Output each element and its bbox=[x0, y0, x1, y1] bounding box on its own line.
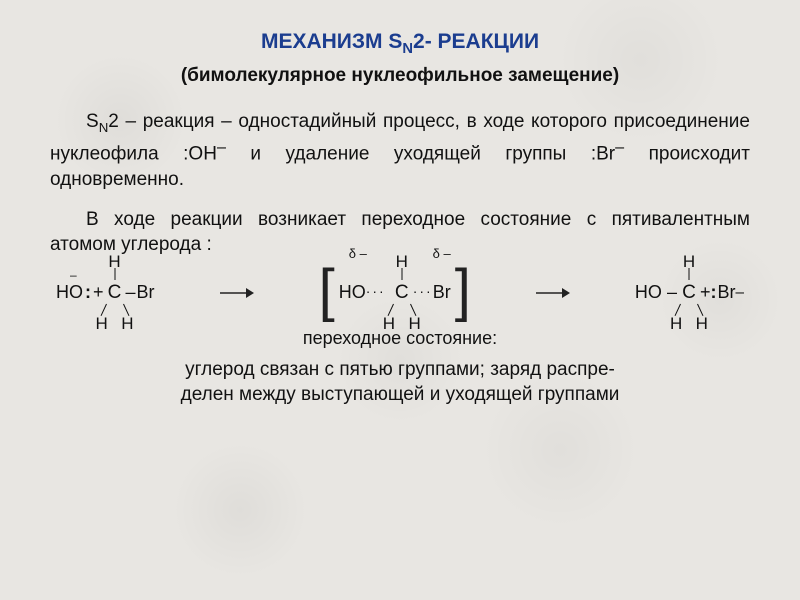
prod-c: C bbox=[682, 282, 696, 303]
ho-label: HO bbox=[56, 282, 83, 302]
p1-br: :Br bbox=[591, 143, 615, 164]
ts-caption: переходное состояние: bbox=[50, 328, 750, 349]
p1-s: S bbox=[86, 111, 99, 132]
ho-neg-charge: – bbox=[70, 268, 77, 282]
footer-line-1: углерод связан с пятью группами; заряд р… bbox=[185, 359, 615, 380]
title-s: S bbox=[388, 30, 402, 53]
paragraph-1: SN2 – реакция – одностадийный процесс, в… bbox=[50, 109, 750, 192]
main-title: МЕХАНИЗМ SN2- РЕАКЦИИ bbox=[50, 30, 750, 57]
arrow-2 bbox=[536, 286, 570, 300]
prod-h-bl: H bbox=[670, 314, 682, 334]
footer-text: углерод связан с пятью группами; заряд р… bbox=[50, 357, 750, 408]
p2-text: В ходе реакции возникает переходное сост… bbox=[50, 209, 750, 256]
prod-ho: HO bbox=[635, 282, 662, 303]
bond-c-br: – bbox=[126, 282, 137, 303]
prod-bond: – bbox=[667, 282, 678, 303]
title-text: МЕХАНИЗМ SN2- РЕАКЦИИ bbox=[261, 30, 539, 53]
ts-bond-top bbox=[401, 268, 402, 280]
h-bl: H bbox=[96, 314, 108, 334]
title-suffix: - РЕАКЦИИ bbox=[425, 30, 539, 53]
p1-ohsup: – bbox=[217, 138, 226, 156]
prod-h-br: H bbox=[696, 314, 708, 334]
ts-h-br: H bbox=[408, 314, 420, 334]
subtitle: (бимолекулярное нуклеофильное замещение) bbox=[50, 65, 750, 87]
prod-plus: + bbox=[700, 282, 711, 303]
footer-line-2: делен между выступающей и уходящей групп… bbox=[181, 384, 620, 405]
reaction-scheme: HO– : + H C H H –Br [ δ – δ bbox=[50, 282, 750, 304]
products: HO – H C H H + :Br– bbox=[635, 282, 744, 304]
slide-content: МЕХАНИЗМ SN2- РЕАКЦИИ (бимолекулярное ну… bbox=[0, 0, 800, 600]
delta-right: δ – bbox=[433, 246, 451, 261]
hydroxide: HO– bbox=[56, 282, 83, 303]
transition-state: [ δ – δ – HO··· H C H H ···Br ] bbox=[319, 282, 471, 304]
p1-brsup: – bbox=[615, 138, 624, 156]
ts-br: Br bbox=[433, 282, 451, 302]
paragraph-2: В ходе реакции возникает переходное сост… bbox=[50, 207, 750, 258]
h-br: H bbox=[121, 314, 133, 334]
carbon-left: H C H H bbox=[104, 282, 126, 304]
br-atom: Br bbox=[137, 282, 155, 303]
prod-colon: : bbox=[710, 282, 716, 303]
p1-c: и удале­ние уходящей группы bbox=[226, 143, 591, 164]
title-prefix: МЕХАНИЗМ bbox=[261, 30, 388, 53]
ts-dots-2: ··· bbox=[413, 283, 433, 299]
ts-c: C bbox=[395, 282, 409, 303]
reactants: HO– : + H C H H –Br bbox=[56, 282, 155, 304]
ts-inner: δ – δ – HO··· H C H H ···Br bbox=[335, 282, 455, 304]
title-n-sub: N bbox=[402, 41, 413, 57]
ts-h-bl: H bbox=[383, 314, 395, 334]
carbon-ts: H C H H bbox=[391, 282, 413, 304]
prod-bond-top bbox=[688, 268, 689, 280]
c-atom: C bbox=[108, 282, 122, 303]
p1-nsub: N bbox=[99, 120, 109, 135]
p1-oh: :OH bbox=[183, 143, 217, 164]
prod-br-neg: – bbox=[735, 284, 744, 302]
arrow-1 bbox=[220, 286, 254, 300]
carbon-right: H C H H bbox=[678, 282, 700, 304]
bond-top bbox=[114, 268, 115, 280]
prod-br: Br bbox=[717, 282, 735, 303]
delta-left: δ – bbox=[349, 246, 367, 261]
title-2: 2 bbox=[413, 30, 425, 53]
ts-ho: HO bbox=[339, 282, 366, 302]
lone-pair-colon: : bbox=[85, 282, 91, 303]
plus-sign: + bbox=[93, 282, 104, 303]
ts-dots-1: ··· bbox=[366, 283, 386, 299]
